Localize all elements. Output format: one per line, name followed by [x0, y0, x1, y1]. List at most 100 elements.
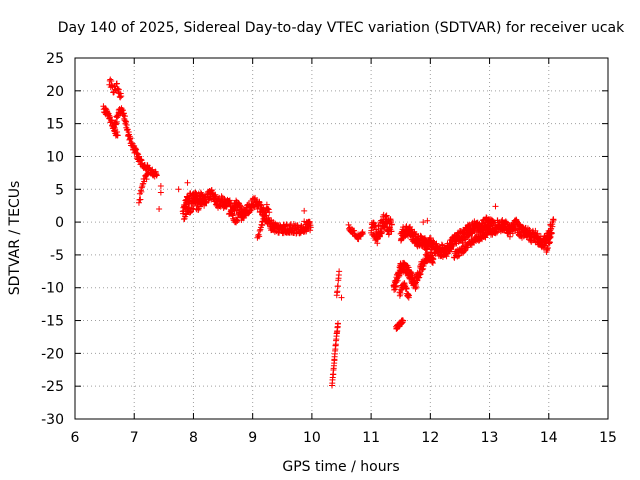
data-point — [157, 189, 164, 196]
data-point — [544, 244, 551, 251]
data-point — [123, 121, 130, 128]
data-point — [492, 228, 499, 235]
data-point — [448, 246, 455, 253]
data-point — [430, 255, 437, 262]
y-tick-label: 25 — [46, 51, 64, 67]
data-point — [301, 207, 308, 214]
data-point — [153, 172, 160, 179]
plot-frame — [74, 57, 609, 420]
data-point — [307, 227, 314, 234]
data-point — [229, 212, 236, 219]
data-point — [379, 229, 386, 236]
data-point — [424, 217, 431, 224]
data-point — [534, 230, 541, 237]
x-tick-label: 12 — [421, 430, 439, 446]
data-point — [111, 127, 118, 134]
x-tick-label: 7 — [130, 430, 139, 446]
data-point — [388, 221, 395, 228]
axis-ticks — [74, 57, 609, 420]
data-point — [260, 212, 267, 219]
y-axis-title: SDTVAR / TECUs — [7, 181, 23, 296]
data-point — [413, 283, 420, 290]
data-point — [450, 242, 457, 249]
data-point — [502, 218, 509, 225]
data-point — [438, 241, 445, 248]
data-point — [382, 213, 389, 220]
data-point — [189, 205, 196, 212]
y-tick-label: 20 — [46, 84, 64, 100]
data-point — [408, 270, 415, 277]
data-point — [265, 206, 272, 213]
data-point — [134, 150, 141, 157]
data-point — [122, 118, 129, 125]
data-point — [550, 217, 557, 224]
data-point — [417, 271, 424, 278]
data-point — [195, 207, 202, 214]
data-point — [359, 230, 366, 237]
y-tick-label: -10 — [41, 281, 64, 297]
data-point — [396, 272, 403, 279]
data-point — [334, 283, 341, 290]
data-point — [257, 201, 264, 208]
data-point — [492, 203, 499, 210]
data-point — [145, 169, 152, 176]
data-point — [256, 227, 263, 234]
data-point — [433, 240, 440, 247]
data-point — [548, 230, 555, 237]
y-tick-label: 15 — [46, 117, 64, 133]
data-point — [107, 76, 114, 83]
data-point — [234, 218, 241, 225]
y-tick-label: -20 — [41, 346, 64, 362]
y-tick-label: 5 — [55, 182, 64, 198]
y-tick-label: 0 — [55, 215, 64, 231]
x-tick-label: 8 — [189, 430, 198, 446]
data-point — [107, 114, 114, 121]
data-point — [334, 320, 341, 327]
data-point — [120, 110, 127, 117]
data-point — [237, 203, 244, 210]
x-tick-label: 15 — [599, 430, 617, 446]
x-tick-label: 11 — [362, 430, 380, 446]
data-point — [420, 219, 427, 226]
data-point — [187, 208, 194, 215]
data-point — [462, 224, 469, 231]
data-point — [137, 196, 144, 203]
data-point — [157, 182, 164, 189]
data-point — [198, 200, 205, 207]
data-point — [233, 207, 240, 214]
data-point — [184, 179, 191, 186]
data-point — [121, 113, 128, 120]
data-point — [336, 268, 343, 275]
chart-title: Day 140 of 2025, Sidereal Day-to-day VTE… — [58, 20, 625, 36]
y-tick-label: -15 — [41, 314, 64, 330]
data-point — [400, 317, 407, 324]
data-points — [100, 76, 557, 389]
data-point — [265, 205, 272, 212]
data-point — [261, 213, 268, 220]
data-point — [113, 80, 120, 87]
data-point — [114, 129, 121, 136]
data-point — [372, 222, 379, 229]
data-point — [114, 132, 121, 139]
y-tick-label: 10 — [46, 149, 64, 165]
data-point — [156, 205, 163, 212]
grid — [75, 58, 608, 419]
x-tick-label: 14 — [540, 430, 558, 446]
data-point — [406, 292, 413, 299]
x-tick-label: 9 — [248, 430, 257, 446]
y-tick-label: -30 — [41, 412, 64, 428]
data-point — [118, 93, 125, 100]
data-point — [307, 224, 314, 231]
data-point — [240, 215, 247, 222]
x-tick-labels: 6 7 8 9 10 11 12 13 14 15 — [71, 430, 617, 446]
data-point — [266, 209, 273, 216]
data-point — [175, 186, 182, 193]
data-point — [256, 233, 263, 240]
x-tick-label: 13 — [481, 430, 499, 446]
data-point — [338, 294, 345, 301]
x-tick-label: 6 — [71, 430, 80, 446]
data-point — [271, 228, 278, 235]
data-point — [124, 126, 131, 133]
data-point — [258, 221, 265, 228]
